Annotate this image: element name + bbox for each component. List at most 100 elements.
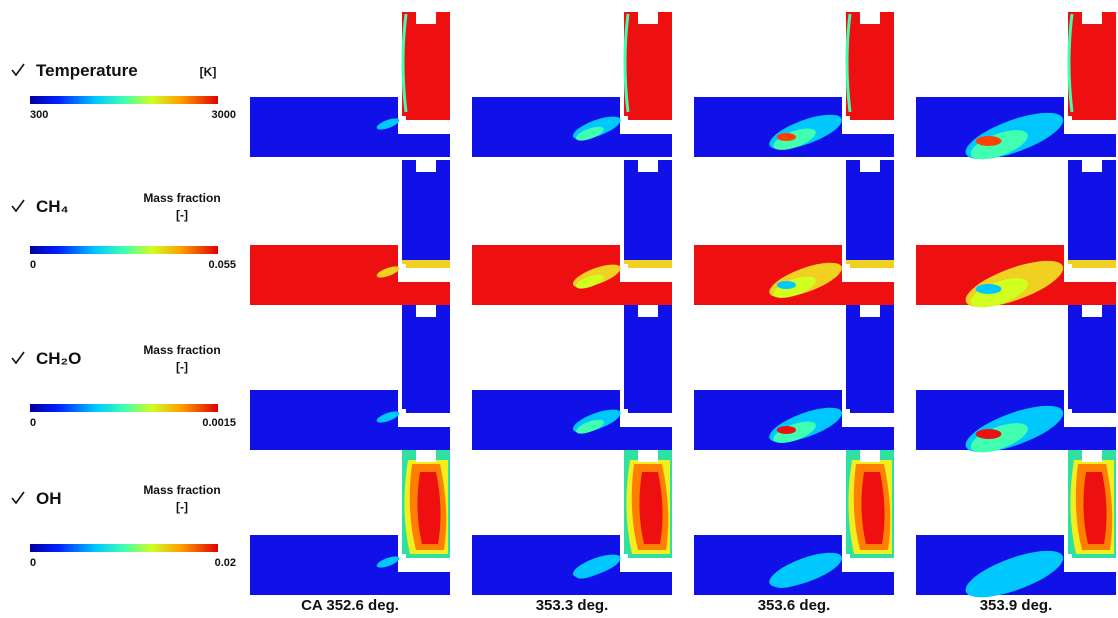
contour-panel [694, 160, 894, 305]
prechamber [846, 305, 894, 413]
figure: Temperature [K] 300 3000 CH₄ Mass fraction [-]… [0, 0, 1118, 618]
main-chamber [842, 134, 894, 157]
contour-panel [250, 12, 450, 157]
main-chamber [250, 97, 398, 157]
prechamber [846, 160, 894, 268]
colorbar [30, 96, 218, 104]
wall-layer [1068, 260, 1116, 268]
jet-core [976, 429, 1002, 439]
contour-panel [472, 305, 672, 450]
check-icon [12, 492, 24, 503]
wall-layer [846, 260, 894, 268]
oh-layer [417, 472, 440, 544]
notch [860, 12, 880, 24]
unit-label: Mass fraction [143, 483, 220, 497]
jet-core [976, 136, 1002, 146]
colorbar-max: 0.02 [215, 557, 236, 569]
unit-label: [K] [200, 65, 217, 79]
oh-layer [1083, 472, 1106, 544]
main-chamber [620, 282, 672, 305]
notch [1082, 160, 1102, 172]
main-chamber [1064, 282, 1116, 305]
main-chamber [250, 245, 398, 305]
unit-label: Mass fraction [143, 343, 220, 357]
jet-core [777, 281, 796, 289]
colorbar-min: 0 [30, 259, 36, 271]
prechamber [624, 160, 672, 268]
main-chamber [250, 535, 398, 595]
colorbar-min: 0 [30, 417, 36, 429]
column-label: 353.3 deg. [536, 597, 609, 614]
contour-panel [916, 160, 1116, 317]
wall-layer [402, 260, 450, 268]
colorbar [30, 246, 218, 254]
check-icon [12, 200, 24, 211]
notch [416, 305, 436, 317]
column-label: 353.9 deg. [980, 597, 1053, 614]
unit-label: [-] [176, 208, 188, 222]
colorbar-min: 300 [30, 109, 48, 121]
notch [1082, 12, 1102, 24]
column-label: CA 352.6 deg. [301, 597, 399, 614]
main-chamber [1064, 427, 1116, 450]
wall-layer [624, 260, 672, 268]
jet-core [976, 284, 1002, 294]
contour-panel [472, 450, 672, 595]
row-label: Temperature [36, 61, 138, 80]
main-chamber [620, 572, 672, 595]
check-icon [12, 352, 24, 363]
prechamber [402, 160, 450, 268]
contour-panel [250, 305, 450, 450]
unit-label: [-] [176, 500, 188, 514]
notch [416, 160, 436, 172]
notch [1082, 305, 1102, 317]
jet-core [777, 426, 796, 434]
check-icon [12, 64, 24, 75]
colorbar-min: 0 [30, 557, 36, 569]
notch [860, 305, 880, 317]
contour-panel [472, 160, 672, 305]
unit-label: [-] [176, 360, 188, 374]
colorbar [30, 544, 218, 552]
row-label: OH [36, 489, 62, 508]
prechamber [1068, 12, 1116, 120]
main-chamber [398, 134, 450, 157]
colorbar-max: 3000 [212, 109, 236, 121]
contour-panel [916, 305, 1116, 462]
oh-layer [861, 472, 884, 544]
contour-panel [472, 12, 672, 157]
main-chamber [842, 427, 894, 450]
main-chamber [620, 134, 672, 157]
prechamber [402, 305, 450, 413]
prechamber [624, 305, 672, 413]
notch [860, 160, 880, 172]
contour-panel [916, 450, 1116, 607]
notch [1082, 450, 1102, 462]
contour-panel [250, 160, 450, 305]
notch [416, 450, 436, 462]
contour-panel [694, 450, 894, 595]
oh-layer [639, 472, 662, 544]
contour-panel [694, 305, 894, 450]
prechamber [402, 12, 450, 120]
prechamber [624, 12, 672, 120]
contour-panel [916, 12, 1116, 169]
notch [860, 450, 880, 462]
colorbar [30, 404, 218, 412]
notch [638, 160, 658, 172]
jet-core [777, 133, 796, 141]
unit-label: Mass fraction [143, 191, 220, 205]
main-chamber [842, 282, 894, 305]
column-label: 353.6 deg. [758, 597, 831, 614]
contour-panel [250, 450, 450, 595]
row-label: CH₂O [36, 349, 81, 368]
prechamber [1068, 160, 1116, 268]
row-label: CH₄ [36, 197, 69, 216]
main-chamber [842, 572, 894, 595]
notch [638, 12, 658, 24]
colorbar-max: 0.0015 [202, 417, 236, 429]
colorbar-max: 0.055 [208, 259, 236, 271]
prechamber [846, 12, 894, 120]
main-chamber [620, 427, 672, 450]
prechamber [1068, 305, 1116, 413]
